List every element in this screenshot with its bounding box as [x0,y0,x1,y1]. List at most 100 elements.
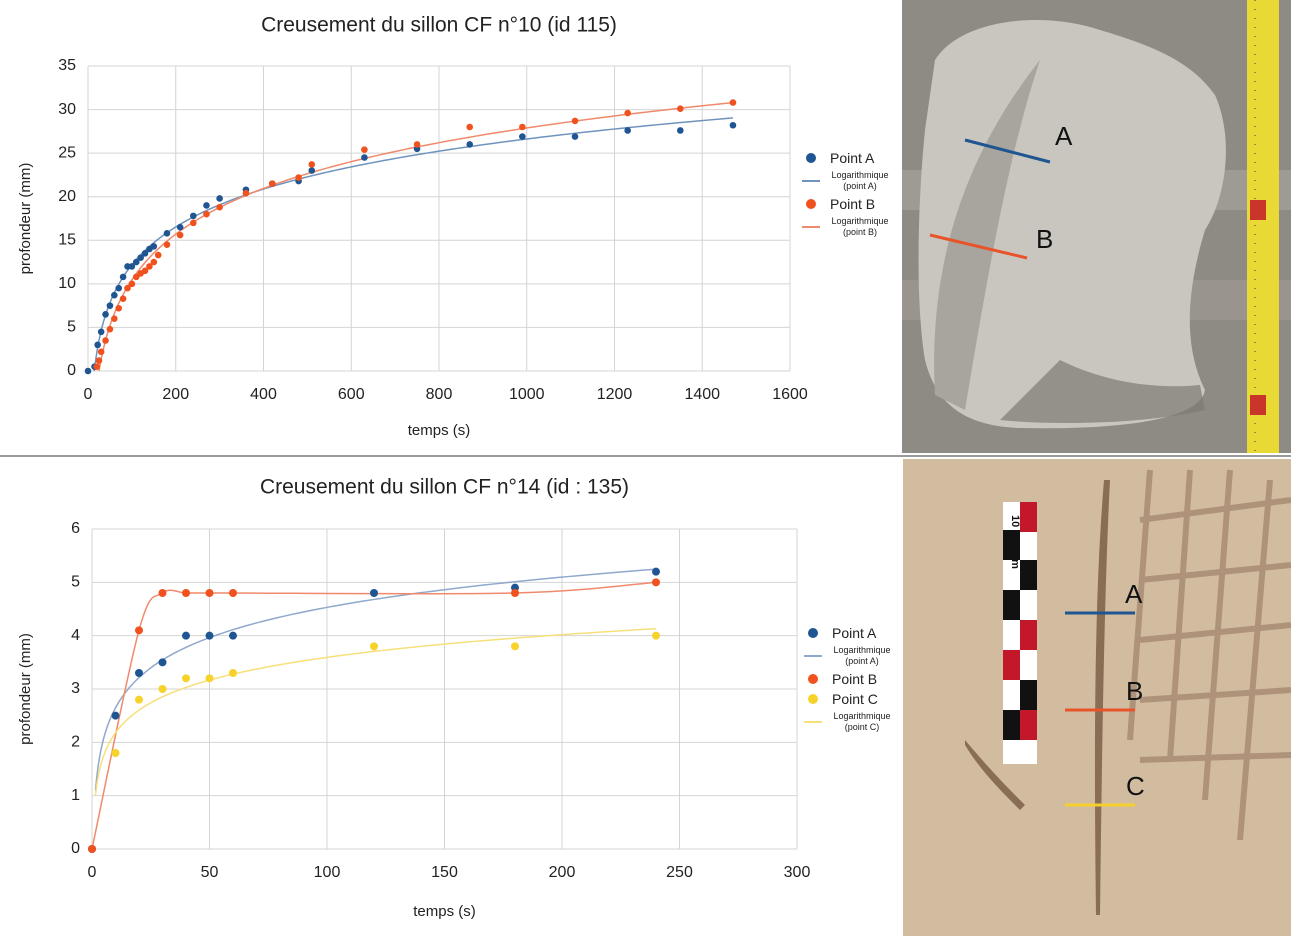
data-point [190,212,197,220]
photo-label: C [1126,771,1145,801]
data-point [229,589,237,597]
legend-key [802,674,824,684]
data-point [141,250,149,257]
data-point [102,337,109,344]
y-tick-label: 35 [58,57,76,74]
legend-key [800,199,822,209]
data-point [94,341,101,349]
data-point [229,631,237,640]
data-point [111,749,120,757]
photo-label: B [1126,676,1143,706]
data-point [135,669,143,677]
data-point [519,123,526,131]
data-point [571,117,579,125]
x-tick-label: 800 [426,386,453,403]
y-tick-label: 0 [67,362,76,379]
data-point [229,669,237,677]
x-tick-label: 200 [549,864,576,881]
data-point [511,589,519,597]
legend: Point A Logarithmique (point A) Point B Poi… [802,625,898,737]
photo-label: A [1125,579,1143,609]
data-point [111,291,118,299]
data-point [97,348,105,356]
y-axis-title: profondeur (mm) [17,163,34,275]
data-point [216,203,223,211]
y-tick-label: 25 [58,144,76,161]
data-point [677,127,684,134]
data-point [308,161,316,168]
photo-label: A [1055,121,1073,151]
data-point [154,251,162,259]
y-tick-label: 5 [71,574,80,591]
data-point [466,141,474,148]
trend-line [94,627,657,796]
x-tick-label: 400 [250,386,277,403]
x-tick-label: 250 [666,864,693,881]
legend-text: Logarithmique (point A) [831,170,889,191]
y-tick-label: 2 [71,734,80,751]
legend-item: Point A [800,150,896,166]
x-tick-label: 600 [338,386,365,403]
data-point [361,154,368,161]
data-point [137,254,144,262]
x-tick-label: 0 [88,864,97,881]
y-tick-label: 30 [58,101,76,118]
x-tick-label: 100 [314,864,341,881]
photo: A B [902,0,1291,453]
data-point [124,284,131,292]
data-point [141,267,149,275]
x-tick-label: 1400 [684,386,720,403]
data-point [111,711,120,720]
data-point [135,626,143,635]
trend-line [94,568,657,791]
legend-text: Point B [832,671,878,687]
legend-key [800,180,822,182]
scale-text: 10 [1009,515,1021,527]
data-point [370,642,378,651]
data-point [519,133,526,140]
data-point [677,105,684,112]
x-axis-title: temps (s) [413,903,476,920]
legend-item: Point A [802,625,898,641]
legend-text: Logarithmique (point A) [833,645,891,666]
y-tick-label: 10 [58,275,76,292]
y-axis-title: profondeur (mm) [17,633,34,745]
data-point [115,304,123,312]
legend-marker [808,628,818,638]
data-point [729,99,737,106]
data-point [146,263,153,270]
x-tick-label: 1200 [597,386,633,403]
data-point [176,223,184,231]
legend-text: Point B [830,196,876,212]
legend-marker [806,153,816,163]
x-tick-label: 1000 [509,386,545,403]
data-point [132,258,140,266]
photo: 10 cm A B C [903,459,1291,936]
data-point [308,167,316,174]
legend-text: Point A [832,625,877,641]
data-point [203,210,210,218]
data-point [158,589,167,597]
x-tick-label: 50 [201,864,219,881]
x-tick-label: 0 [84,386,93,403]
legend-item: Logarithmique (point A) [802,645,898,667]
data-point [158,685,167,693]
data-point [242,189,250,197]
legend-key [800,153,822,163]
data-point [624,109,631,117]
legend-key [802,628,824,638]
y-tick-label: 1 [71,787,80,804]
scale-text: cm [1009,553,1021,569]
data-point [97,328,105,336]
data-point [93,363,101,370]
y-tick-label: 15 [58,232,76,249]
data-point [511,642,519,651]
legend-line [804,721,822,723]
data-point [205,631,214,640]
y-tick-label: 20 [58,188,76,205]
data-point [571,133,579,140]
legend-item: Logarithmique (point A) [800,170,896,192]
legend-marker [808,674,818,684]
y-tick-label: 5 [67,319,76,336]
